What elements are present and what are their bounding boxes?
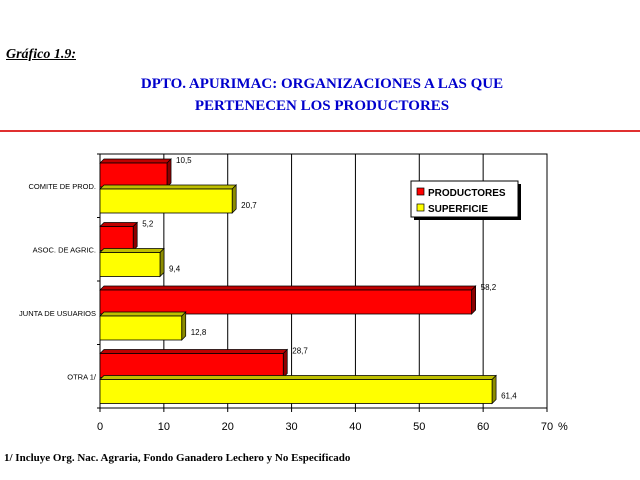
x-tick-label-20: 20 bbox=[222, 421, 234, 433]
data-label-0-2: 58,2 bbox=[481, 283, 497, 292]
x-tick-label-30: 30 bbox=[285, 421, 297, 433]
x-tick-label-40: 40 bbox=[349, 421, 361, 433]
bar-productores-0 bbox=[99, 162, 168, 188]
bar-top-1-3 bbox=[99, 375, 497, 380]
data-label-1-2: 12,8 bbox=[191, 328, 207, 337]
bar-side-0-3 bbox=[282, 348, 288, 379]
category-label-0: COMITE DE PROD. bbox=[28, 182, 96, 191]
legend-label-1: SUPERFICIE bbox=[428, 204, 488, 215]
chart-title-line1: DPTO. APURIMAC: ORGANIZACIONES A LAS QUE bbox=[140, 76, 504, 92]
bar-productores-2 bbox=[99, 289, 473, 315]
category-label-2: JUNTA DE USUARIOS bbox=[19, 309, 96, 318]
bar-superficie-2 bbox=[99, 315, 183, 341]
bar-side-0-1 bbox=[132, 221, 138, 252]
title-divider bbox=[0, 130, 640, 132]
data-label-0-1: 5,2 bbox=[142, 220, 154, 229]
x-tick-label-50: 50 bbox=[413, 421, 425, 433]
data-label-0-3: 28,7 bbox=[292, 347, 308, 356]
category-label-3: OTRA 1/ bbox=[67, 372, 97, 381]
bar-top-1-2 bbox=[99, 311, 187, 317]
bar-superficie-3 bbox=[99, 379, 493, 404]
bar-productores-3 bbox=[99, 353, 284, 378]
x-tick-label-10: 10 bbox=[158, 421, 170, 433]
footnote: 1/ Incluye Org. Nac. Agraria, Fondo Gana… bbox=[4, 452, 351, 464]
legend-swatch-0 bbox=[416, 187, 425, 196]
x-tick-label-70: 70 bbox=[541, 421, 553, 433]
bar-top-0-0 bbox=[99, 158, 172, 164]
bar-superficie-1 bbox=[99, 252, 161, 277]
bar-side-1-0 bbox=[231, 184, 237, 214]
data-label-0-0: 10,5 bbox=[176, 156, 192, 165]
legend-label-0: PRODUCTORES bbox=[428, 188, 506, 199]
bar-top-0-2 bbox=[99, 285, 477, 291]
data-label-1-0: 20,7 bbox=[241, 201, 257, 210]
figure-label: Gráfico 1.9: bbox=[6, 47, 76, 62]
bar-superficie-0 bbox=[99, 188, 233, 214]
legend-swatch-1 bbox=[416, 203, 425, 212]
bar-side-0-0 bbox=[166, 158, 172, 188]
bar-side-0-2 bbox=[471, 285, 476, 315]
bar-top-0-1 bbox=[99, 222, 139, 227]
x-tick-label-0: 0 bbox=[97, 421, 103, 433]
chart-title-line2: PERTENECEN LOS PRODUCTORES bbox=[194, 98, 450, 114]
data-label-1-1: 9,4 bbox=[169, 265, 181, 274]
data-label-1-3: 61,4 bbox=[501, 392, 517, 401]
bar-top-1-0 bbox=[99, 184, 238, 190]
x-tick-label-60: 60 bbox=[477, 421, 489, 433]
legend bbox=[410, 180, 519, 218]
bar-side-1-2 bbox=[181, 311, 187, 341]
bar-top-1-1 bbox=[99, 248, 165, 253]
bar-side-1-1 bbox=[159, 247, 165, 278]
bar-productores-1 bbox=[99, 226, 134, 251]
bar-top-0-3 bbox=[99, 349, 289, 354]
bar-side-1-3 bbox=[491, 374, 497, 405]
x-unit-label: % bbox=[558, 421, 568, 433]
category-label-1: ASOC. DE AGRIC. bbox=[33, 245, 96, 254]
